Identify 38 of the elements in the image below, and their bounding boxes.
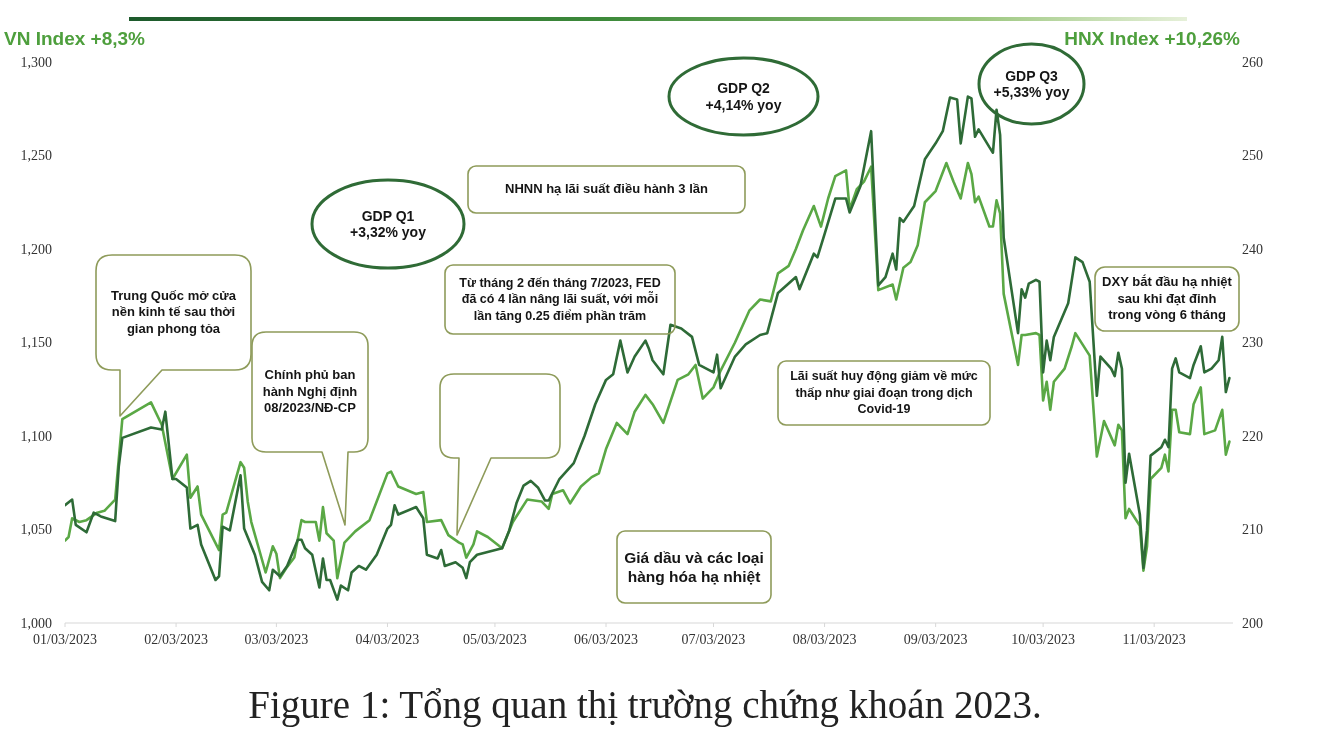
x-tick-label: 08/03/2023 [792,631,857,647]
y-tick-label: 1,150 [20,335,52,351]
x-tick-label: 06/03/2023 [574,631,638,647]
x-tick-label: 07/03/2023 [681,631,746,647]
y-tick-label: 1,300 [20,54,52,70]
y2-tick-label: 250 [1242,148,1263,164]
y2-tick-label: 220 [1242,428,1263,444]
annotation: Chính phủ ban hành Nghị định 08/2023/NĐ-CP [262,367,358,417]
x-tick-label: 01/03/2023 [33,631,97,647]
x-tick-label: 09/03/2023 [903,631,968,647]
x-tick-label: 11/03/2023 [1122,631,1186,647]
y2-tick-label: 200 [1242,615,1263,631]
y2-tick-label: 260 [1242,54,1263,70]
y-tick-label: 1,100 [20,428,52,444]
y-axis-title: VN Index +8,3% [4,28,145,50]
x-tick-label: 03/03/2023 [244,631,309,647]
y-tick-label: 1,000 [20,615,52,631]
y2-tick-label: 210 [1242,522,1263,538]
annotation: Từ tháng 2 đến tháng 7/2023, FED đã có 4 lần nâng lãi suất, với mỗi lần tăng 0.25 điểm phần trăm [459,274,661,325]
annotation: GDP Q2 +4,14% yoy [705,80,782,113]
y2-tick-label: 230 [1242,335,1263,351]
y-tick-label: 1,250 [20,148,52,164]
x-tick-label: 05/03/2023 [463,631,527,647]
y-tick-label: 1,200 [20,241,52,257]
annotation: GDP Q1 +3,32% yoy [350,207,426,241]
annotation: NHNN hạ lãi suất điều hành 3 lần [505,181,708,198]
annotation: Trung Quốc mở cửa nền kinh tế sau thời gian phong tỏa [111,287,236,338]
caption: Figure 1: Tổng quan thị trường chứng khoán 2023. [248,682,1042,728]
annotation: GDP Q3 +5,33% yoy [993,67,1070,101]
x-tick-label: 02/03/2023 [144,631,208,647]
y2-tick-label: 240 [1242,241,1263,257]
y2-axis-title: HNX Index +10,26% [1064,28,1240,50]
y-tick-label: 1,050 [20,522,52,538]
x-tick-label: 10/03/2023 [1011,631,1075,647]
annotation: Lãi suất huy động giảm về mức thấp như giai đoạn trong dịch Covid-19 [790,368,978,418]
annotation: Giá dầu và các loại hàng hóa hạ nhiệt [624,548,764,586]
annotation: DXY bắt đầu hạ nhiệt sau khi đạt đỉnh trong vòng 6 tháng [1102,274,1232,324]
x-tick-label: 04/03/2023 [355,631,420,647]
